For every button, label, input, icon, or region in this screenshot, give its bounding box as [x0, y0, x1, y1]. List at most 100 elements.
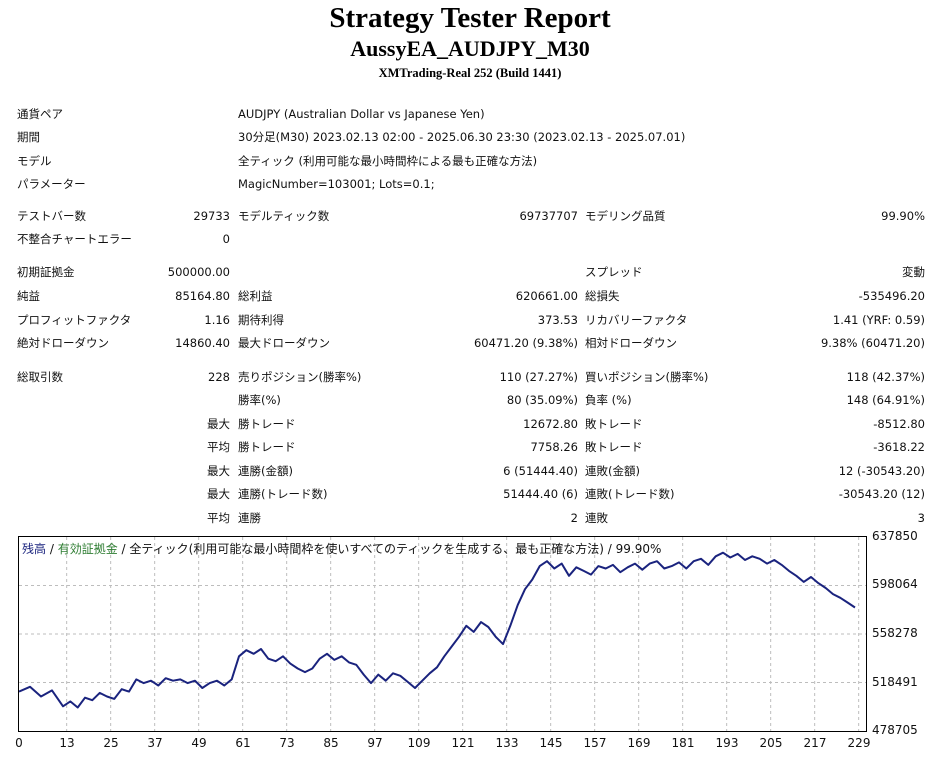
stat-prefix-max-consec-count: 最大 [207, 487, 230, 501]
stat-value-recovery-factor: 1.41 (YRF: 0.59) [832, 313, 925, 327]
chart-legend: 残高 / 有効証拠金 / 全ティック(利用可能な最小時間枠を使いすべてのティック… [22, 540, 661, 557]
x-tick-label: 49 [191, 736, 207, 750]
stat-label-avg-consec-losses: 連敗 [585, 511, 608, 525]
balance-chart [18, 536, 867, 732]
x-tick-label: 37 [147, 736, 163, 750]
y-tick-label: 478705 [872, 723, 918, 737]
balance-chart-plot [19, 537, 866, 731]
stat-value-mismatch-errors: 0 [222, 232, 230, 246]
legend-separator: / [117, 542, 130, 556]
stat-value-avg-consec-losses: 3 [917, 511, 925, 525]
setting-value-period: 30分足(M30) 2023.02.13 02:00 - 2025.06.30 … [238, 130, 686, 144]
stat-label-long-positions: 買いポジション(勝率%) [585, 370, 709, 384]
setting-label-symbol: 通貨ペア [17, 107, 63, 121]
stat-prefix-largest: 最大 [207, 417, 230, 431]
x-tick-label: 109 [407, 736, 431, 750]
y-tick-label: 558278 [872, 626, 918, 640]
stat-value-max-drawdown: 60471.20 (9.38%) [473, 336, 578, 350]
setting-label-period: 期間 [17, 130, 40, 144]
legend-separator: / [46, 542, 58, 556]
stat-value-consec-wins-count: 51444.40 (6) [503, 487, 578, 501]
x-tick-label: 181 [671, 736, 695, 750]
series-line-balance [19, 551, 856, 709]
stat-value-short-positions: 110 (27.27%) [499, 370, 578, 384]
server-info: XMTrading-Real 252 (Build 1441) [378, 66, 562, 80]
report-subtitle: AussyEA_AUDJPY_M30 [350, 36, 590, 61]
stat-label-initial-deposit: 初期証拠金 [17, 265, 75, 279]
stat-label-avg-loss: 敗トレード [585, 440, 643, 454]
stat-value-win-rate: 80 (35.09%) [506, 393, 578, 407]
stat-value-rel-drawdown: 9.38% (60471.20) [820, 336, 925, 350]
stat-prefix-average: 平均 [207, 440, 230, 454]
stat-label-avg-win: 勝トレード [238, 440, 296, 454]
stat-value-gross-profit: 620661.00 [515, 289, 578, 303]
stat-label-consec-wins-money: 連勝(金額) [238, 464, 293, 478]
stat-value-modeling-quality: 99.90% [881, 209, 925, 223]
report-title: Strategy Tester Report [329, 2, 611, 34]
stat-value-largest-win: 12672.80 [523, 417, 578, 431]
setting-label-parameters: パラメーター [17, 177, 86, 191]
x-tick-label: 133 [495, 736, 519, 750]
stat-label-gross-loss: 総損失 [585, 289, 620, 303]
stat-value-long-positions: 118 (42.37%) [846, 370, 925, 384]
stat-label-avg-consec-wins: 連勝 [238, 511, 261, 525]
stat-label-largest-win: 勝トレード [238, 417, 296, 431]
x-tick-label: 193 [715, 736, 739, 750]
stat-value-loss-rate: 148 (64.91%) [846, 393, 925, 407]
stat-value-consec-losses-money: 12 (-30543.20) [838, 464, 925, 478]
setting-label-model: モデル [17, 154, 52, 168]
stat-value-largest-loss: -8512.80 [873, 417, 925, 431]
stat-label-consec-losses-count: 連敗(トレード数) [585, 487, 675, 501]
stat-prefix-avg-consec: 平均 [207, 511, 230, 525]
x-tick-label: 205 [759, 736, 783, 750]
stat-label-consec-wins-count: 連勝(トレード数) [238, 487, 328, 501]
stat-label-profit-factor: プロフィットファクタ [17, 313, 132, 327]
stat-label-total-trades: 総取引数 [17, 370, 63, 384]
stat-label-modeling-quality: モデリング品質 [585, 209, 666, 223]
stat-label-mismatch-errors: 不整合チャートエラー [17, 232, 132, 246]
stat-label-expected-payoff: 期待利得 [238, 313, 284, 327]
x-tick-label: 169 [627, 736, 651, 750]
stat-label-loss-rate: 負率 (%) [585, 393, 632, 407]
stat-value-total-trades: 228 [208, 370, 230, 384]
stat-label-recovery-factor: リカバリーファクタ [585, 313, 688, 327]
stat-value-abs-drawdown: 14860.40 [175, 336, 230, 350]
stat-label-spread: スプレッド [585, 265, 643, 279]
stat-label-test-bars: テストバー数 [17, 209, 86, 223]
stat-label-short-positions: 売りポジション(勝率%) [238, 370, 362, 384]
setting-value-parameters: MagicNumber=103001; Lots=0.1; [238, 177, 435, 191]
x-tick-label: 97 [367, 736, 383, 750]
y-tick-label: 518491 [872, 675, 918, 689]
stat-label-gross-profit: 総利益 [238, 289, 273, 303]
legend-equity: 有効証拠金 [57, 542, 118, 556]
legend-description: 全ティック(利用可能な最小時間枠を使いすべてのティックを生成する、最も正確な方法… [129, 542, 662, 556]
x-tick-label: 0 [15, 736, 23, 750]
stat-value-consec-wins-money: 6 (51444.40) [503, 464, 578, 478]
x-tick-label: 157 [583, 736, 607, 750]
stat-label-consec-losses-money: 連敗(金額) [585, 464, 640, 478]
stat-prefix-max-consec-money: 最大 [207, 464, 230, 478]
x-tick-label: 145 [539, 736, 563, 750]
stat-label-win-rate: 勝率(%) [238, 393, 281, 407]
stat-value-avg-loss: -3618.22 [873, 440, 925, 454]
stat-value-consec-losses-count: -30543.20 (12) [838, 487, 925, 501]
x-tick-label: 61 [235, 736, 251, 750]
stat-value-gross-loss: -535496.20 [858, 289, 925, 303]
stat-value-net-profit: 85164.80 [175, 289, 230, 303]
x-tick-label: 121 [451, 736, 475, 750]
stat-label-max-drawdown: 最大ドローダウン [238, 336, 330, 350]
setting-value-symbol: AUDJPY (Australian Dollar vs Japanese Ye… [238, 107, 485, 121]
stat-value-test-bars: 29733 [193, 209, 230, 223]
legend-balance: 残高 [22, 542, 47, 556]
x-tick-label: 13 [59, 736, 75, 750]
x-tick-label: 217 [803, 736, 827, 750]
y-tick-label: 637850 [872, 529, 918, 543]
stat-value-avg-consec-wins: 2 [570, 511, 578, 525]
y-tick-label: 598064 [872, 577, 918, 591]
setting-value-model: 全ティック (利用可能な最小時間枠による最も正確な方法) [238, 154, 538, 168]
x-tick-label: 25 [103, 736, 119, 750]
stat-value-profit-factor: 1.16 [204, 313, 230, 327]
x-tick-label: 73 [279, 736, 295, 750]
stat-value-expected-payoff: 373.53 [537, 313, 578, 327]
stat-value-initial-deposit: 500000.00 [167, 265, 230, 279]
